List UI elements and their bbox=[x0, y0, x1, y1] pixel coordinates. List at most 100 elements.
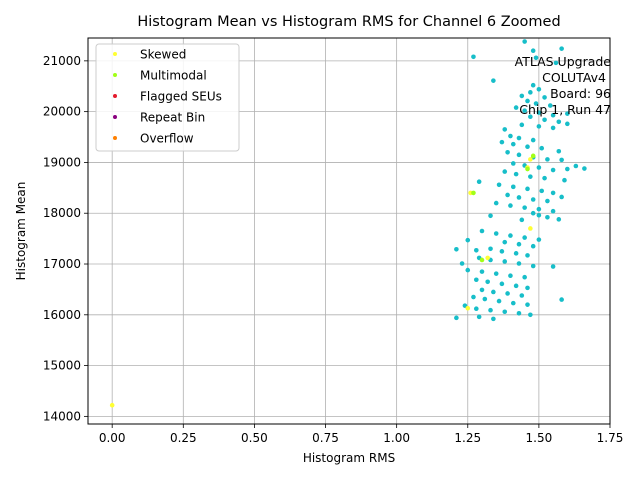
normal-point bbox=[525, 285, 530, 291]
normal-point bbox=[536, 212, 542, 218]
normal-point bbox=[473, 277, 479, 283]
normal-point bbox=[536, 165, 542, 170]
y-tick-label: 20000 bbox=[43, 105, 81, 119]
multimodal-point bbox=[530, 153, 536, 159]
normal-point bbox=[556, 119, 562, 125]
normal-point bbox=[493, 231, 499, 236]
y-tick-label: 15000 bbox=[43, 359, 81, 373]
normal-point bbox=[516, 152, 522, 158]
x-tick-label: 1.50 bbox=[526, 431, 553, 445]
normal-point bbox=[516, 241, 522, 247]
normal-point bbox=[582, 166, 587, 171]
normal-point bbox=[525, 253, 530, 258]
skewed-point bbox=[109, 402, 115, 408]
normal-point bbox=[550, 208, 556, 214]
normal-point bbox=[530, 210, 536, 216]
normal-point bbox=[525, 186, 530, 192]
skewed-point bbox=[465, 305, 471, 311]
normal-point bbox=[510, 161, 516, 166]
normal-point bbox=[559, 46, 564, 51]
annotation-line-3: Board: 96 bbox=[550, 86, 611, 101]
legend-marker-skewed bbox=[113, 52, 117, 56]
y-tick-label: 17000 bbox=[43, 257, 81, 271]
normal-point bbox=[510, 184, 516, 190]
normal-point bbox=[510, 300, 516, 306]
normal-point bbox=[573, 163, 579, 169]
normal-point bbox=[485, 279, 490, 285]
normal-point bbox=[528, 174, 533, 179]
normal-point bbox=[496, 298, 502, 304]
normal-point bbox=[522, 274, 527, 280]
y-tick-label: 19000 bbox=[43, 155, 81, 169]
normal-point bbox=[536, 206, 542, 212]
y-axis-ticks: 14000 15000 16000 17000 18000 19000 20000 21000 bbox=[43, 54, 88, 423]
normal-point bbox=[533, 55, 539, 61]
normal-point bbox=[519, 122, 525, 128]
normal-point bbox=[516, 195, 522, 200]
legend-marker-flagged-seus bbox=[113, 94, 117, 98]
x-tick-label: 0.00 bbox=[99, 431, 126, 445]
x-tick-label: 1.75 bbox=[597, 431, 624, 445]
normal-point bbox=[530, 243, 536, 249]
normal-point bbox=[559, 157, 564, 163]
normal-point bbox=[528, 312, 533, 318]
annotation-line-4: Chip 1, Run 47 bbox=[519, 102, 611, 117]
normal-point bbox=[562, 177, 567, 183]
normal-point bbox=[502, 169, 508, 174]
legend-label-repeat-bin: Repeat Bin bbox=[140, 111, 205, 125]
normal-point bbox=[488, 213, 493, 219]
chart-title: Histogram Mean vs Histogram RMS for Chan… bbox=[137, 14, 560, 30]
normal-point bbox=[542, 175, 547, 181]
normal-point bbox=[505, 149, 510, 155]
normal-point bbox=[473, 306, 479, 312]
normal-point bbox=[476, 179, 482, 185]
normal-point bbox=[499, 281, 505, 287]
legend: Skewed Multimodal Flagged SEUs Repeat Bin Ov… bbox=[95, 43, 240, 152]
normal-point bbox=[542, 117, 547, 123]
normal-point bbox=[545, 214, 550, 220]
normal-point bbox=[530, 82, 536, 88]
normal-point bbox=[559, 297, 564, 302]
legend-label-multimodal: Multimodal bbox=[140, 69, 207, 83]
normal-point bbox=[502, 127, 508, 132]
normal-point bbox=[479, 287, 485, 293]
multimodal-point bbox=[479, 257, 485, 263]
normal-point bbox=[550, 125, 556, 131]
normal-point bbox=[522, 205, 527, 210]
normal-point bbox=[530, 263, 536, 269]
normal-point bbox=[482, 296, 488, 302]
normal-point bbox=[491, 316, 496, 322]
normal-point bbox=[556, 217, 562, 222]
normal-point bbox=[479, 228, 485, 234]
multimodal-point bbox=[471, 190, 476, 196]
normal-point bbox=[542, 95, 547, 100]
normal-point bbox=[510, 141, 516, 147]
normal-point bbox=[454, 246, 459, 252]
normal-point bbox=[505, 192, 510, 198]
x-axis-title: Histogram RMS bbox=[303, 451, 395, 465]
normal-point bbox=[479, 269, 485, 274]
normal-point bbox=[536, 86, 542, 92]
y-tick-label: 14000 bbox=[43, 409, 81, 423]
x-axis-ticks: 0.00 0.25 0.50 0.75 1.00 1.25 1.50 1.75 bbox=[99, 424, 624, 445]
normal-point bbox=[530, 137, 536, 143]
normal-point bbox=[465, 237, 471, 243]
normal-point bbox=[513, 105, 519, 110]
normal-point bbox=[559, 194, 564, 200]
normal-point bbox=[519, 93, 525, 99]
x-tick-label: 0.75 bbox=[312, 431, 339, 445]
normal-point bbox=[502, 239, 508, 245]
run-annotation: ATLAS Upgrade COLUTAv4 Board: 96 Chip 1,… bbox=[515, 54, 612, 117]
normal-point bbox=[556, 148, 562, 154]
normal-point bbox=[513, 171, 519, 177]
x-tick-label: 0.25 bbox=[170, 431, 197, 445]
normal-point bbox=[547, 103, 553, 108]
normal-point bbox=[493, 271, 499, 276]
normal-point bbox=[454, 315, 459, 321]
normal-point bbox=[496, 182, 502, 188]
normal-point bbox=[519, 217, 525, 223]
normal-point bbox=[508, 203, 513, 208]
normal-point bbox=[471, 54, 476, 60]
normal-point bbox=[536, 110, 542, 115]
